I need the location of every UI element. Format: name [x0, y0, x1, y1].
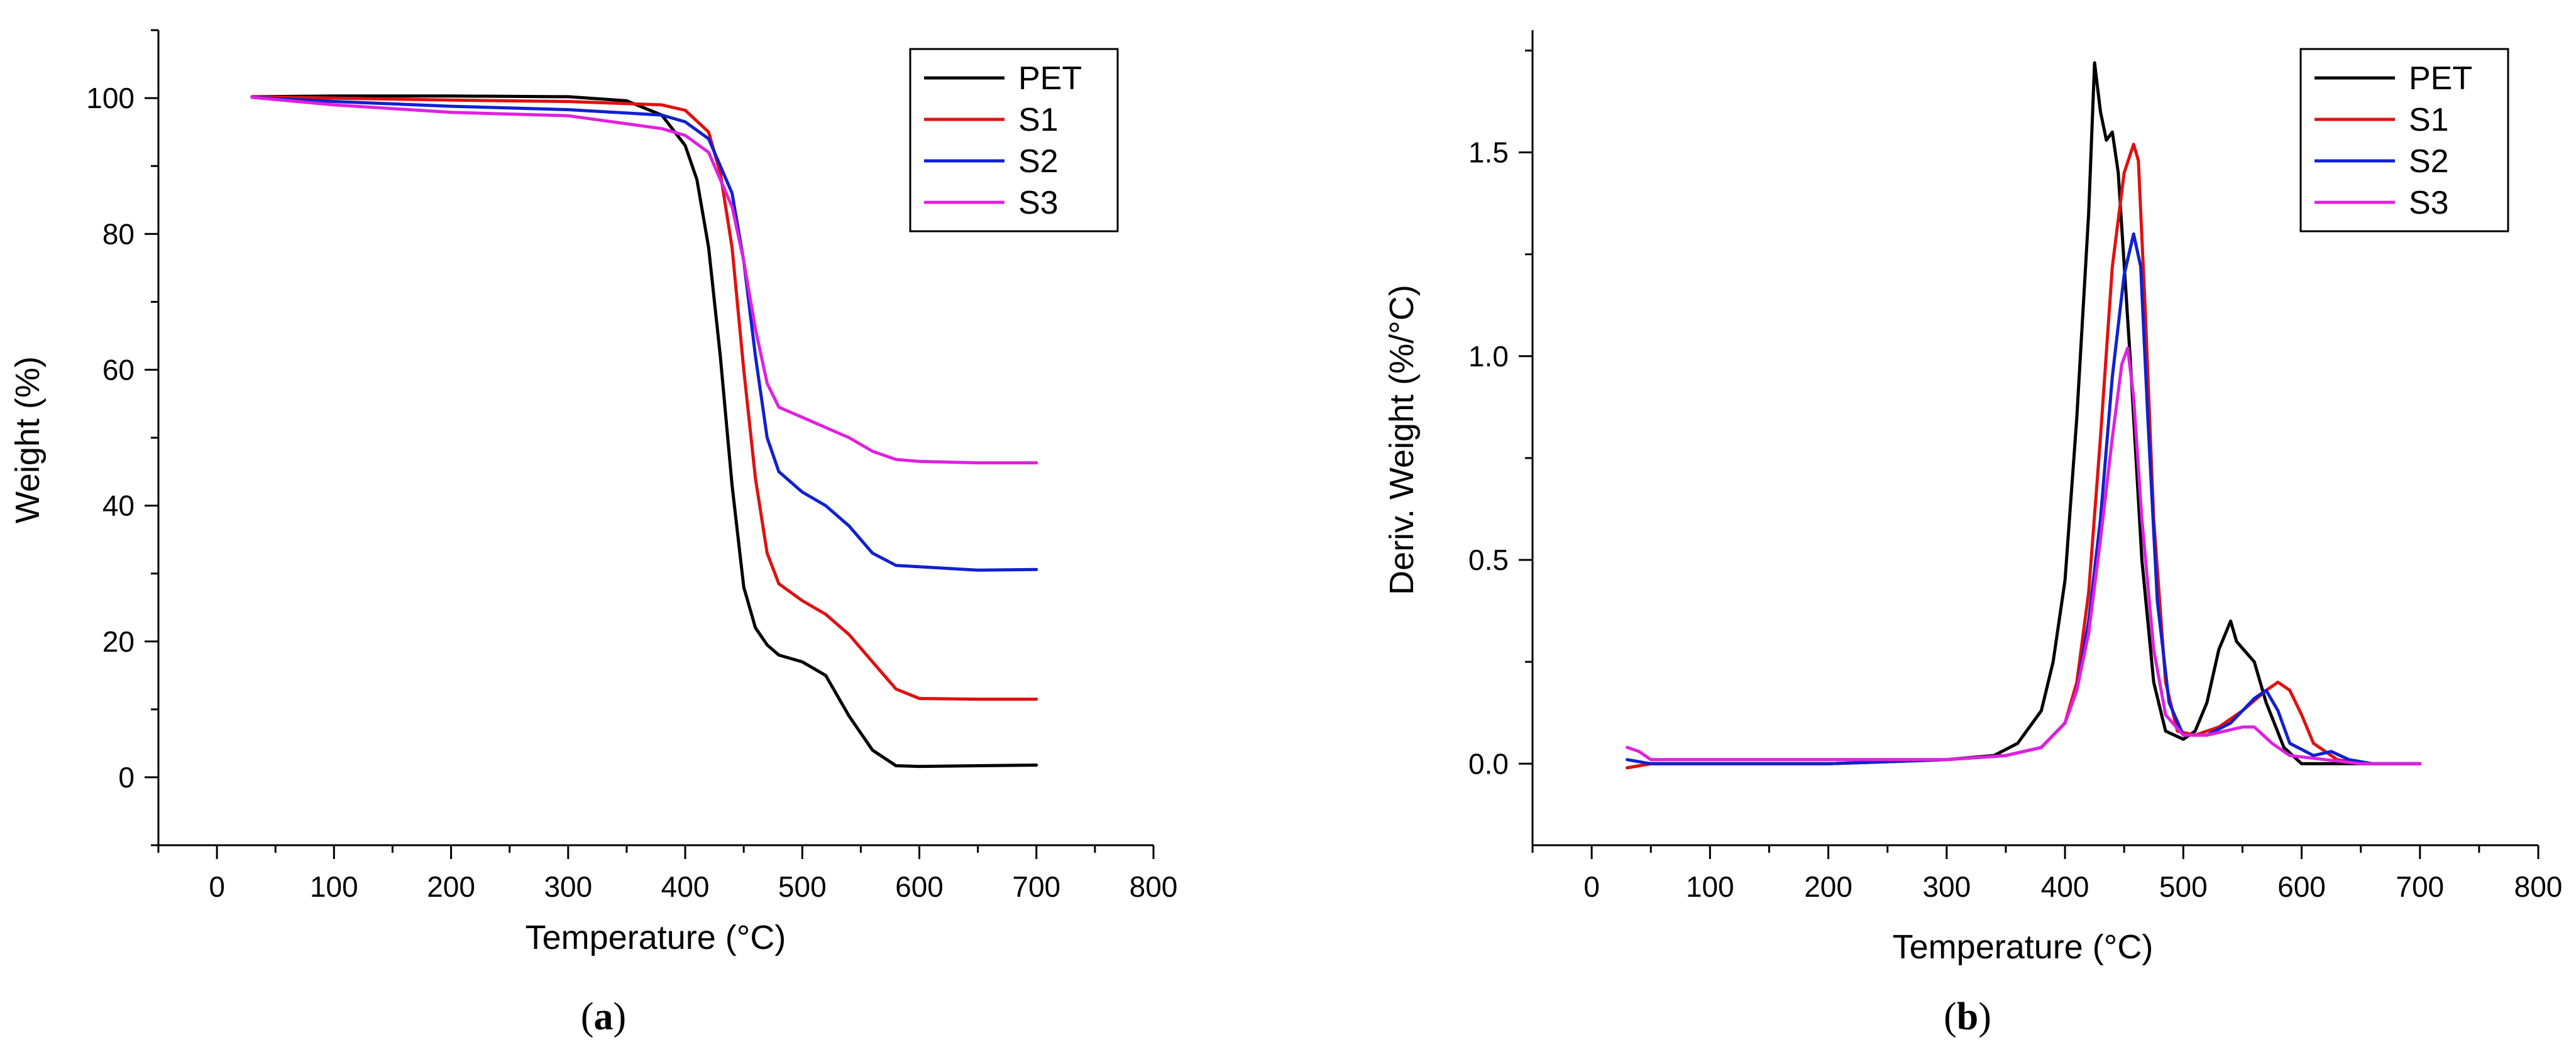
panel-label: (b) [1944, 995, 1991, 1038]
series-line-pet [1626, 61, 2422, 770]
series-line-s2 [1626, 232, 2422, 765]
x-tick-label: 500 [778, 870, 827, 903]
x-tick-label: 300 [1922, 870, 1971, 903]
x-tick-label: 700 [2396, 870, 2444, 903]
series-line-s1 [250, 95, 1038, 701]
legend-label-pet: PET [2409, 60, 2472, 97]
legend: PET S1 S2 S3 [909, 48, 1119, 233]
panel-b-deriv-weight-chart: 0 100 200 300 400 500 600 700 800 0.0 0.5 1.0 1.5 PET… [1383, 30, 2562, 1038]
y-axis-title: Deriv. Weight (%/°C) [1383, 285, 1421, 595]
legend-label-s3: S3 [1018, 185, 1059, 221]
y-tick-label: 0.5 [1468, 544, 1509, 576]
series-line-s1 [1626, 143, 2422, 770]
y-tick-label: 1.0 [1468, 340, 1509, 373]
y-axis-title: Weight (%) [9, 356, 47, 523]
legend-label-s2: S2 [2409, 143, 2449, 180]
x-tick-label: 100 [1686, 870, 1734, 903]
y-tick-label: 0 [118, 761, 135, 794]
panel-letter: a [594, 995, 614, 1038]
x-tick-label: 800 [2514, 870, 2563, 903]
legend-label-pet: PET [1018, 60, 1082, 97]
y-tick-label: 60 [102, 353, 135, 386]
legend-label-s1: S1 [1018, 102, 1059, 138]
x-tick-label: 600 [895, 870, 944, 903]
panel-label: (a) [581, 995, 626, 1038]
x-tick-label: 500 [2159, 870, 2208, 903]
y-tick-label: 20 [102, 625, 135, 658]
legend-label-s1: S1 [2409, 102, 2449, 138]
x-tick-label: 100 [310, 870, 358, 903]
legend-label-s3: S3 [2409, 185, 2449, 221]
x-tick-label: 0 [1583, 870, 1600, 903]
series-line-s3 [1626, 346, 2422, 765]
x-tick-label: 400 [661, 870, 710, 903]
x-axis-title: Temperature (°C) [526, 919, 786, 956]
y-tick-label: 100 [86, 82, 135, 114]
y-tick-label: 40 [102, 490, 135, 522]
legend: PET S1 S2 S3 [2299, 48, 2509, 233]
x-tick-label: 600 [2277, 870, 2326, 903]
y-tick-label: 1.5 [1468, 136, 1509, 169]
x-tick-label: 200 [1804, 870, 1852, 903]
series-line-s2 [250, 96, 1038, 572]
series-line-pet [250, 94, 1038, 769]
panel-letter: b [1957, 995, 1978, 1038]
x-tick-label: 800 [1130, 870, 1178, 903]
y-tick-label: 80 [102, 217, 135, 250]
y-tick-label: 0.0 [1468, 747, 1509, 780]
x-tick-label: 200 [427, 870, 475, 903]
series-line-s3 [250, 96, 1038, 464]
x-axis-title: Temperature (°C) [1893, 928, 2154, 966]
legend-label-s2: S2 [1018, 143, 1059, 180]
x-tick-label: 700 [1012, 870, 1060, 903]
x-tick-label: 400 [2041, 870, 2089, 903]
panel-a-weight-chart: 0 100 200 300 400 500 600 700 800 0 20 40 60 80 100 PET… [9, 29, 1178, 1038]
x-tick-label: 300 [544, 870, 592, 903]
x-tick-label: 0 [209, 870, 225, 903]
